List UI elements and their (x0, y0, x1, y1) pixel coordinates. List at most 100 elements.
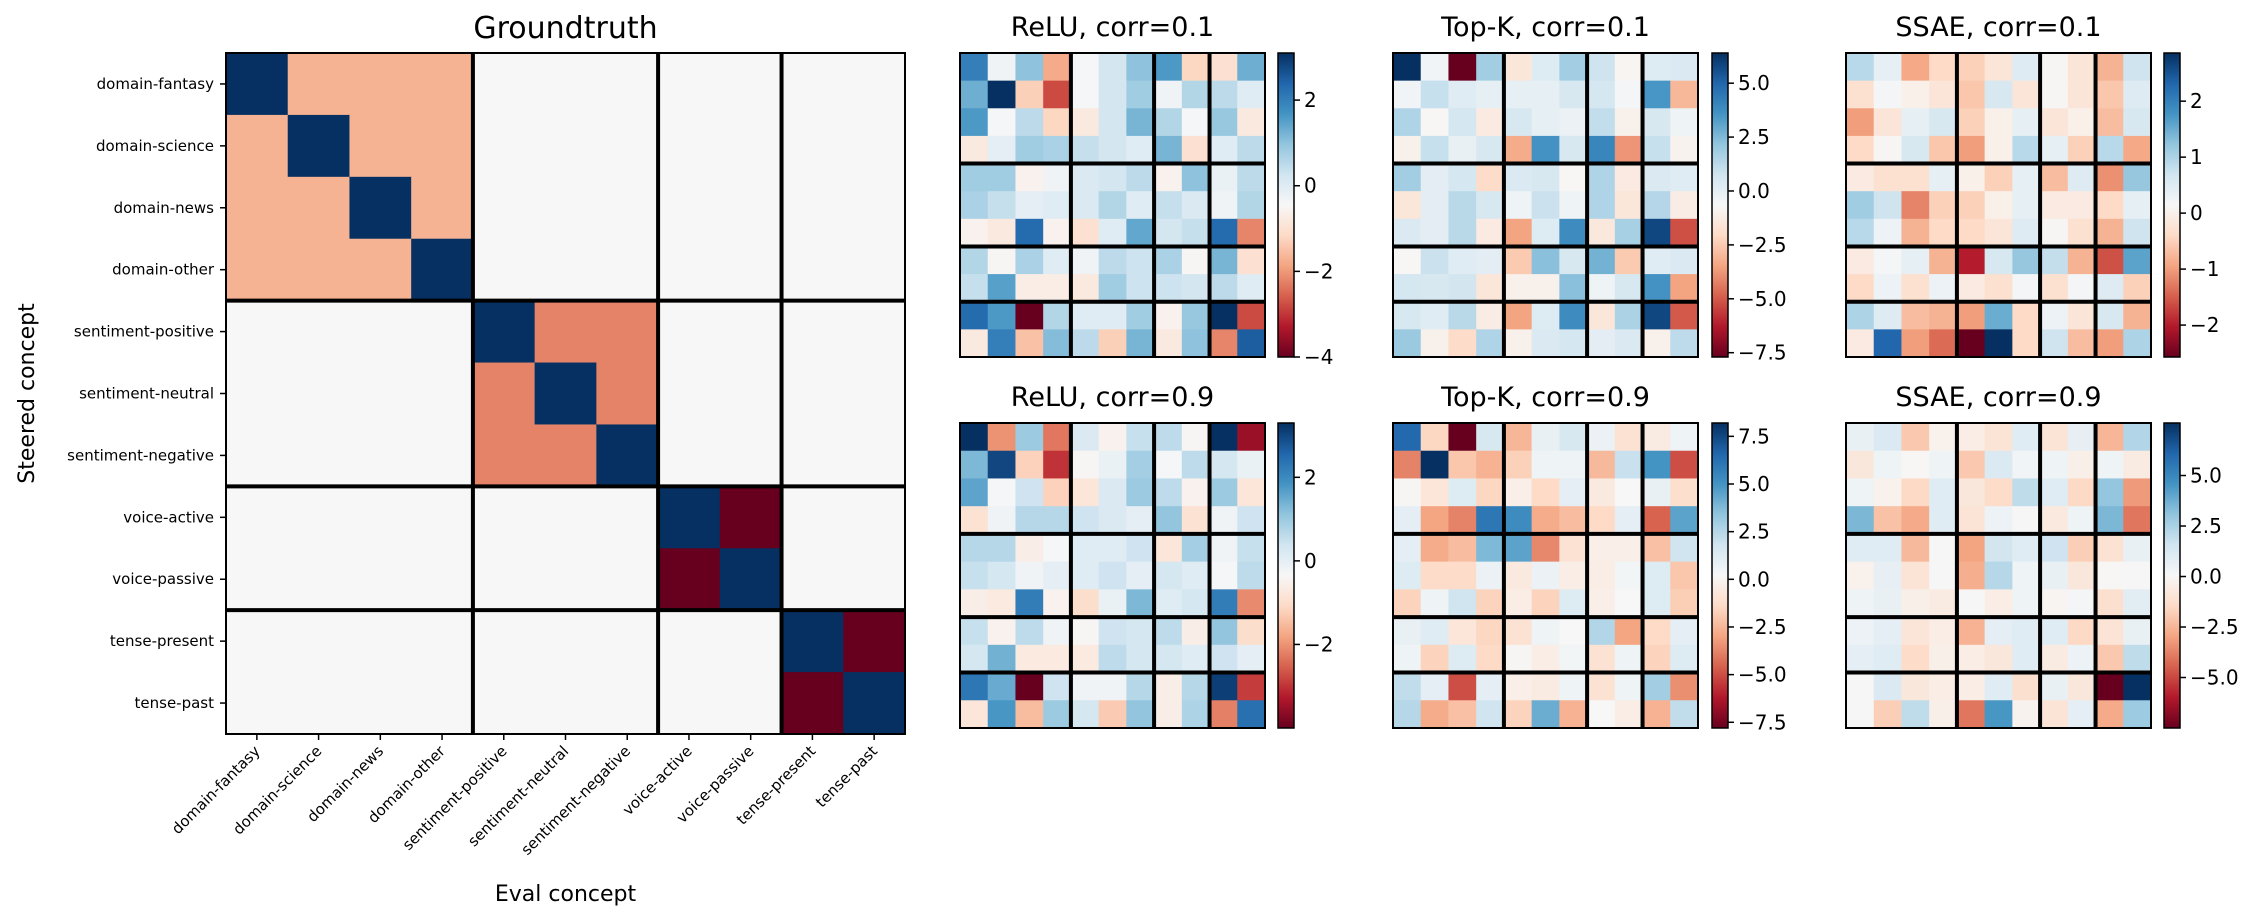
heatmap-cell (1126, 274, 1155, 303)
heatmap-cell (1181, 506, 1211, 535)
heatmap-cell (1984, 423, 2013, 452)
heatmap-cell (534, 672, 597, 735)
colorbar-tick-label: 0.0 (2190, 565, 2222, 589)
colorbar-tick-label: 1 (2190, 145, 2203, 169)
y-tick-label: tense-present (110, 632, 214, 650)
heatmap-cell (226, 362, 289, 426)
heatmap-cell (1929, 700, 1958, 729)
heatmap-cell (349, 610, 412, 673)
heatmap-cell (1559, 301, 1588, 330)
heatmap-cell (1670, 53, 1699, 82)
heatmap-cell (1670, 163, 1699, 192)
heatmap-cell (2067, 80, 2097, 109)
heatmap-cell (1984, 274, 2013, 303)
heatmap-panel-2: Top-K, corr=0.1 5.0 2.5 0.0 −2.5 −5.0 −7.5 (1392, 12, 1787, 365)
heatmap-cell (960, 135, 989, 165)
heatmap-cell (2040, 561, 2069, 590)
heatmap-cell (1448, 700, 1477, 729)
heatmap-cell (987, 423, 1017, 452)
heatmap-cell (960, 301, 989, 330)
heatmap-cell (1503, 478, 1533, 507)
colorbar-tick-label: −2.5 (2190, 615, 2239, 639)
heatmap-cell (843, 300, 906, 364)
heatmap-cell (1237, 423, 1266, 452)
heatmap-cell (2040, 53, 2069, 82)
heatmap-cell (2067, 301, 2097, 330)
heatmap-cell (987, 163, 1017, 192)
heatmap-cell (1559, 135, 1588, 165)
heatmap-cell (1846, 191, 1875, 220)
heatmap-cell (1614, 108, 1644, 137)
heatmap-cell (2067, 218, 2097, 248)
heatmap-cell (1587, 274, 1616, 303)
heatmap-cell (2067, 672, 2097, 701)
heatmap-cell (1587, 163, 1616, 192)
colorbar-tick-label: 7.5 (1738, 424, 1770, 448)
heatmap-cell (1154, 329, 1183, 358)
heatmap-cell (2067, 163, 2097, 192)
heatmap-cell (960, 423, 989, 452)
heatmap-cell (1873, 617, 1903, 646)
heatmap-cell (1614, 617, 1644, 646)
heatmap-cell (1873, 246, 1903, 275)
heatmap-cell (1503, 135, 1533, 165)
heatmap-cell (1237, 506, 1266, 535)
heatmap-cell (2012, 423, 2041, 452)
heatmap-cell (1237, 163, 1266, 192)
heatmap-frame (1845, 422, 2152, 729)
chart-title: ReLU, corr=0.1 (1011, 12, 1214, 43)
heatmap-cell (1154, 135, 1183, 165)
heatmap-cell (1642, 533, 1671, 563)
heatmap-cell (1476, 644, 1505, 674)
heatmap-cell (2095, 423, 2124, 452)
heatmap-cell (472, 610, 536, 673)
heatmap-cell (1642, 274, 1671, 303)
heatmap-cell (472, 362, 536, 426)
heatmap-cell (1015, 274, 1044, 303)
heatmap-cell (1929, 506, 1958, 535)
colorbar: 2 0 −2 (1277, 422, 1333, 729)
heatmap-cell (1587, 506, 1616, 535)
heatmap-cell (1209, 423, 1238, 452)
heatmap-cell (2123, 274, 2152, 303)
heatmap-cell (1154, 301, 1183, 330)
heatmap-cell (1070, 329, 1100, 358)
heatmap-cell (1846, 53, 1875, 82)
heatmap-cell (658, 114, 721, 178)
heatmap-cell (1559, 423, 1588, 452)
heatmap-cell (1420, 617, 1450, 646)
heatmap-cell (1956, 589, 1986, 618)
heatmap-cell (2040, 478, 2069, 507)
heatmap-cell (1956, 450, 1986, 480)
heatmap-cell (596, 114, 659, 178)
heatmap-cell (1098, 672, 1127, 701)
heatmap-cell (1929, 329, 1958, 358)
colorbar-tick-label: −7.5 (1738, 341, 1787, 365)
heatmap-cell (1559, 80, 1588, 109)
heatmap-cell (1559, 589, 1588, 618)
heatmap-cell (1126, 617, 1155, 646)
heatmap-cell (2067, 617, 2097, 646)
y-tick-label: sentiment-negative (67, 446, 214, 464)
heatmap-cell (2095, 163, 2124, 192)
heatmap-cell (1098, 644, 1127, 674)
heatmap-cell (2095, 53, 2124, 82)
heatmap-cell (534, 610, 597, 673)
heatmap-cell (1670, 301, 1699, 330)
heatmap-cell (1901, 478, 1930, 507)
colorbar-tick-label: −4 (1304, 345, 1333, 369)
heatmap-cell (2040, 329, 2069, 358)
heatmap-cell (1956, 163, 1986, 192)
heatmap-cell (1929, 246, 1958, 275)
heatmap-cell (1929, 301, 1958, 330)
heatmap-cell (2123, 423, 2152, 452)
heatmap-cell (1670, 274, 1699, 303)
heatmap-cell (1393, 589, 1422, 618)
heatmap-cell (2067, 561, 2097, 590)
heatmap-cell (1237, 53, 1266, 82)
heatmap-cell (1901, 108, 1930, 137)
heatmap-cell (658, 53, 721, 116)
heatmap-cell (781, 238, 844, 302)
heatmap-cell (1670, 672, 1699, 701)
heatmap-cell (1901, 274, 1930, 303)
